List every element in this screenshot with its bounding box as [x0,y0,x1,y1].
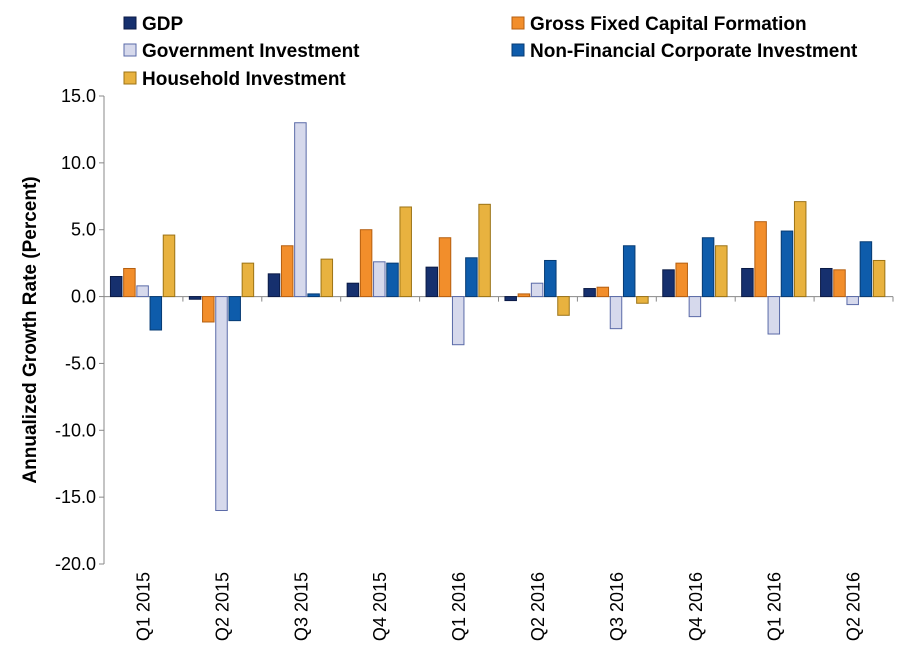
bar-non-financial-corporate-investment [386,262,399,298]
y-tick-label: -5.0 [65,353,96,373]
legend-item: Household Investment [123,69,346,90]
bar-non-financial-corporate-investment [307,293,320,298]
bar-household-investment [872,259,886,298]
bar-government-investment [609,296,623,330]
x-tick-label: Q1 2016 [449,572,469,641]
legend: GDP Gross Fixed Capital Formation Governme… [123,14,858,90]
bar-government-investment [846,296,859,306]
bar-gross-fixed-capital-formation [280,245,294,298]
x-axis-tick-labels: Q1 2015 Q2 2015 Q3 2015 Q4 2015 Q1 2016 Q2 20… [133,572,863,641]
legend-label: GDP [142,14,184,35]
bar-household-investment [636,296,649,304]
y-tick-label: 0.0 [71,287,96,307]
bar-household-investment [320,258,334,298]
y-tick-label: -20.0 [55,554,96,574]
bar-government-investment [294,122,307,298]
y-tick-label: -10.0 [55,420,96,440]
bar-government-investment [688,296,702,318]
bar-non-financial-corporate-investment [859,241,873,298]
bar-gross-fixed-capital-formation [833,269,846,298]
bar-government-investment [373,261,386,298]
bar-non-financial-corporate-investment [228,296,241,322]
bar-gross-fixed-capital-formation [754,221,767,298]
bar-gdp [188,296,202,300]
legend-swatch [123,43,137,57]
bar-gross-fixed-capital-formation [517,293,531,298]
bar-gross-fixed-capital-formation [596,286,610,298]
x-tick-label: Q4 2015 [370,572,390,641]
bar-gdp [425,266,439,298]
bar-gross-fixed-capital-formation [202,296,215,323]
y-tick-label: 15.0 [61,86,96,106]
y-tick-label: -15.0 [55,487,96,507]
bar-household-investment [399,206,412,298]
bar-household-investment [478,203,491,298]
x-tick-label: Q2 2015 [212,572,232,641]
bar-household-investment [557,296,570,316]
bar-non-financial-corporate-investment [149,296,163,331]
bar-gdp [741,267,754,298]
bar-government-investment [767,296,781,335]
legend-item: Non-Financial Corporate Investment [511,41,858,62]
legend-label: Government Investment [142,41,360,62]
bar-non-financial-corporate-investment [780,230,794,298]
y-tick-label: 5.0 [71,220,96,240]
y-axis-title: Annualized Growth Rate (Percent) [20,176,41,483]
legend-swatch [123,16,137,30]
x-tick-label: Q3 2015 [291,572,311,641]
bar-non-financial-corporate-investment [465,257,478,298]
bar-gross-fixed-capital-formation [438,237,452,298]
x-tick-label: Q4 2016 [686,572,706,641]
bar-household-investment [241,262,255,298]
x-tick-label: Q3 2016 [607,572,627,641]
y-tick-label: 10.0 [61,153,96,173]
bars [109,122,886,512]
legend-item: Gross Fixed Capital Formation [511,14,807,35]
x-tick-label: Q1 2015 [133,572,153,641]
bar-household-investment [793,201,807,298]
legend-item: GDP [123,14,184,35]
bar-non-financial-corporate-investment [701,237,715,298]
bar-household-investment [162,234,176,298]
x-tick-label: Q1 2016 [765,572,785,641]
bar-non-financial-corporate-investment [544,259,557,298]
bar-gdp [504,296,517,302]
bar-household-investment [715,245,728,298]
legend-item: Government Investment [123,41,360,62]
bar-gdp [267,273,281,298]
x-tick-label: Q2 2016 [528,572,548,641]
bar-gdp [109,276,123,298]
bar-government-investment [136,285,149,298]
bar-gdp [662,269,675,298]
bar-government-investment [215,296,228,512]
x-tick-label: Q2 2016 [844,572,864,641]
bar-government-investment [530,282,544,298]
bar-non-financial-corporate-investment [622,245,636,298]
axes: 15.0 10.0 5.0 0.0 -5.0 -10.0 -15.0 -20.0 [55,86,894,574]
legend-swatch [123,71,137,85]
bar-gdp [346,282,360,298]
legend-swatch [511,43,525,57]
legend-label: Non-Financial Corporate Investment [530,41,858,62]
bar-gross-fixed-capital-formation [123,267,136,298]
legend-swatch [511,16,525,30]
bar-gross-fixed-capital-formation [359,229,373,298]
bar-gdp [820,267,833,298]
legend-label: Gross Fixed Capital Formation [530,14,807,35]
bar-government-investment [451,296,465,346]
legend-label: Household Investment [142,69,346,90]
bar-gross-fixed-capital-formation [675,262,688,298]
bar-gdp [583,288,596,298]
